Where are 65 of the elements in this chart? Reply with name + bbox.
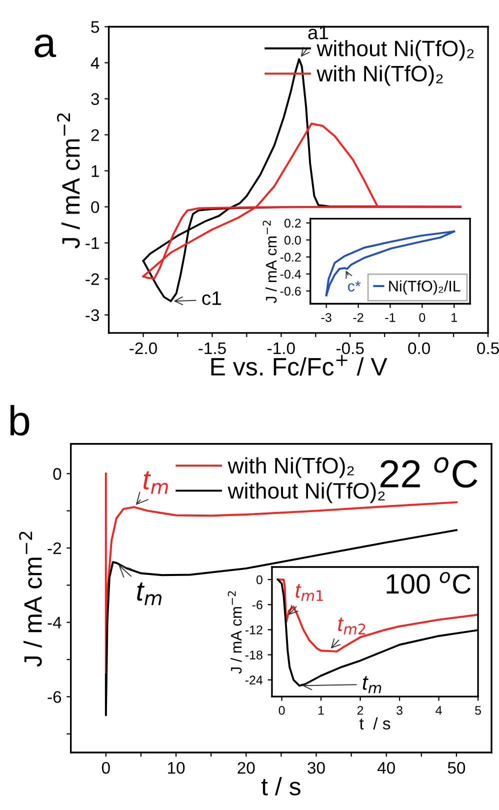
y-tick-label: 5 — [91, 21, 100, 33]
y-axis-title: J / mA cm$^{−2}$ — [57, 113, 80, 248]
y-tick-label: -0.4 — [280, 270, 301, 279]
x-tick-label: -1.5 — [198, 342, 226, 354]
chart-title: a — [34, 34, 56, 58]
y-axis-title: J / mA cm$^{−2}$ — [262, 220, 277, 304]
annotation: t$_{m}$ — [362, 676, 382, 694]
legend-label: with Ni(TfO)₂ — [316, 65, 443, 86]
x-tick-label: -1.0 — [268, 342, 295, 354]
legend-label: with Ni(TfO)₂ — [228, 457, 354, 478]
x-tick-label: 0 — [419, 313, 426, 322]
x-tick-label: 40 — [377, 762, 395, 774]
x-tick-label: 1 — [452, 313, 457, 322]
y-tick-label: -1 — [86, 237, 99, 249]
x-tick-label: 5 — [475, 706, 481, 715]
y-tick-label: 0 — [53, 468, 62, 480]
y-tick-label: -0.6 — [280, 286, 301, 296]
y-tick-label: -6 — [48, 691, 62, 703]
x-tick-label: 0 — [102, 762, 110, 774]
annotation: c* — [348, 280, 361, 292]
x-tick-label: -0.5 — [336, 342, 364, 354]
legend-label: Ni(TfO)₂/IL — [389, 280, 460, 295]
y-tick-label: -18 — [245, 650, 262, 660]
x-tick-label: 4 — [436, 706, 442, 715]
x-tick-label: 0.0 — [408, 342, 430, 354]
x-tick-label: 0.5 — [477, 342, 499, 354]
y-tick-label: -6 — [252, 600, 262, 610]
annotation: 100 $^{o}$C — [386, 572, 471, 594]
annotation: t$_{m1}$ — [296, 584, 323, 601]
x-tick-label: 2 — [357, 706, 364, 715]
y-tick-label: -2 — [86, 273, 99, 285]
x-axis-title: t / s — [261, 777, 300, 796]
x-axis-title: E vs. Fc/Fc$^{+}$ / V — [211, 354, 388, 376]
x-tick-label: 3 — [396, 706, 402, 715]
y-tick-label: -0.2 — [280, 252, 301, 262]
annotation: t$_{m}$ — [144, 471, 168, 494]
y-tick-label: 4 — [90, 57, 100, 69]
y-tick-label: 0 — [91, 201, 100, 214]
x-tick-label: -3 — [321, 313, 332, 322]
x-tick-label: 50 — [448, 762, 466, 774]
y-tick-label: 0.0 — [284, 236, 301, 245]
x-tick-label: -2 — [353, 313, 364, 322]
annotation: t$_{m2}$ — [338, 617, 366, 634]
y-tick-label: -12 — [245, 626, 262, 634]
y-tick-label: 1 — [92, 165, 99, 177]
chart-title: b — [10, 405, 30, 436]
annotation: c1 — [202, 291, 221, 306]
x-tick-label: 20 — [238, 762, 255, 774]
y-axis-title: J / mA cm$^{−2}$ — [228, 591, 242, 674]
x-tick-label: -2.0 — [130, 342, 157, 354]
y-tick-label: 0.2 — [284, 218, 301, 228]
y-tick-label: -24 — [245, 676, 263, 684]
x-tick-label: 30 — [308, 762, 325, 774]
annotation: t$_{m}$ — [137, 582, 162, 606]
x-tick-label: -1 — [385, 313, 396, 322]
y-axis-title: J / mA cm$^{−2}$ — [19, 532, 42, 667]
y-tick-label: -2 — [48, 542, 61, 554]
y-tick-label: 2 — [91, 129, 99, 141]
x-axis-title: t / s — [360, 717, 390, 730]
y-tick-label: 3 — [91, 93, 100, 105]
x-tick-label: 10 — [168, 762, 185, 774]
y-tick-label: -4 — [48, 616, 62, 628]
y-tick-label: 0 — [256, 575, 262, 584]
x-tick-label: 1 — [318, 706, 324, 715]
legend-label: without Ni(TfO)₂ — [316, 40, 474, 61]
